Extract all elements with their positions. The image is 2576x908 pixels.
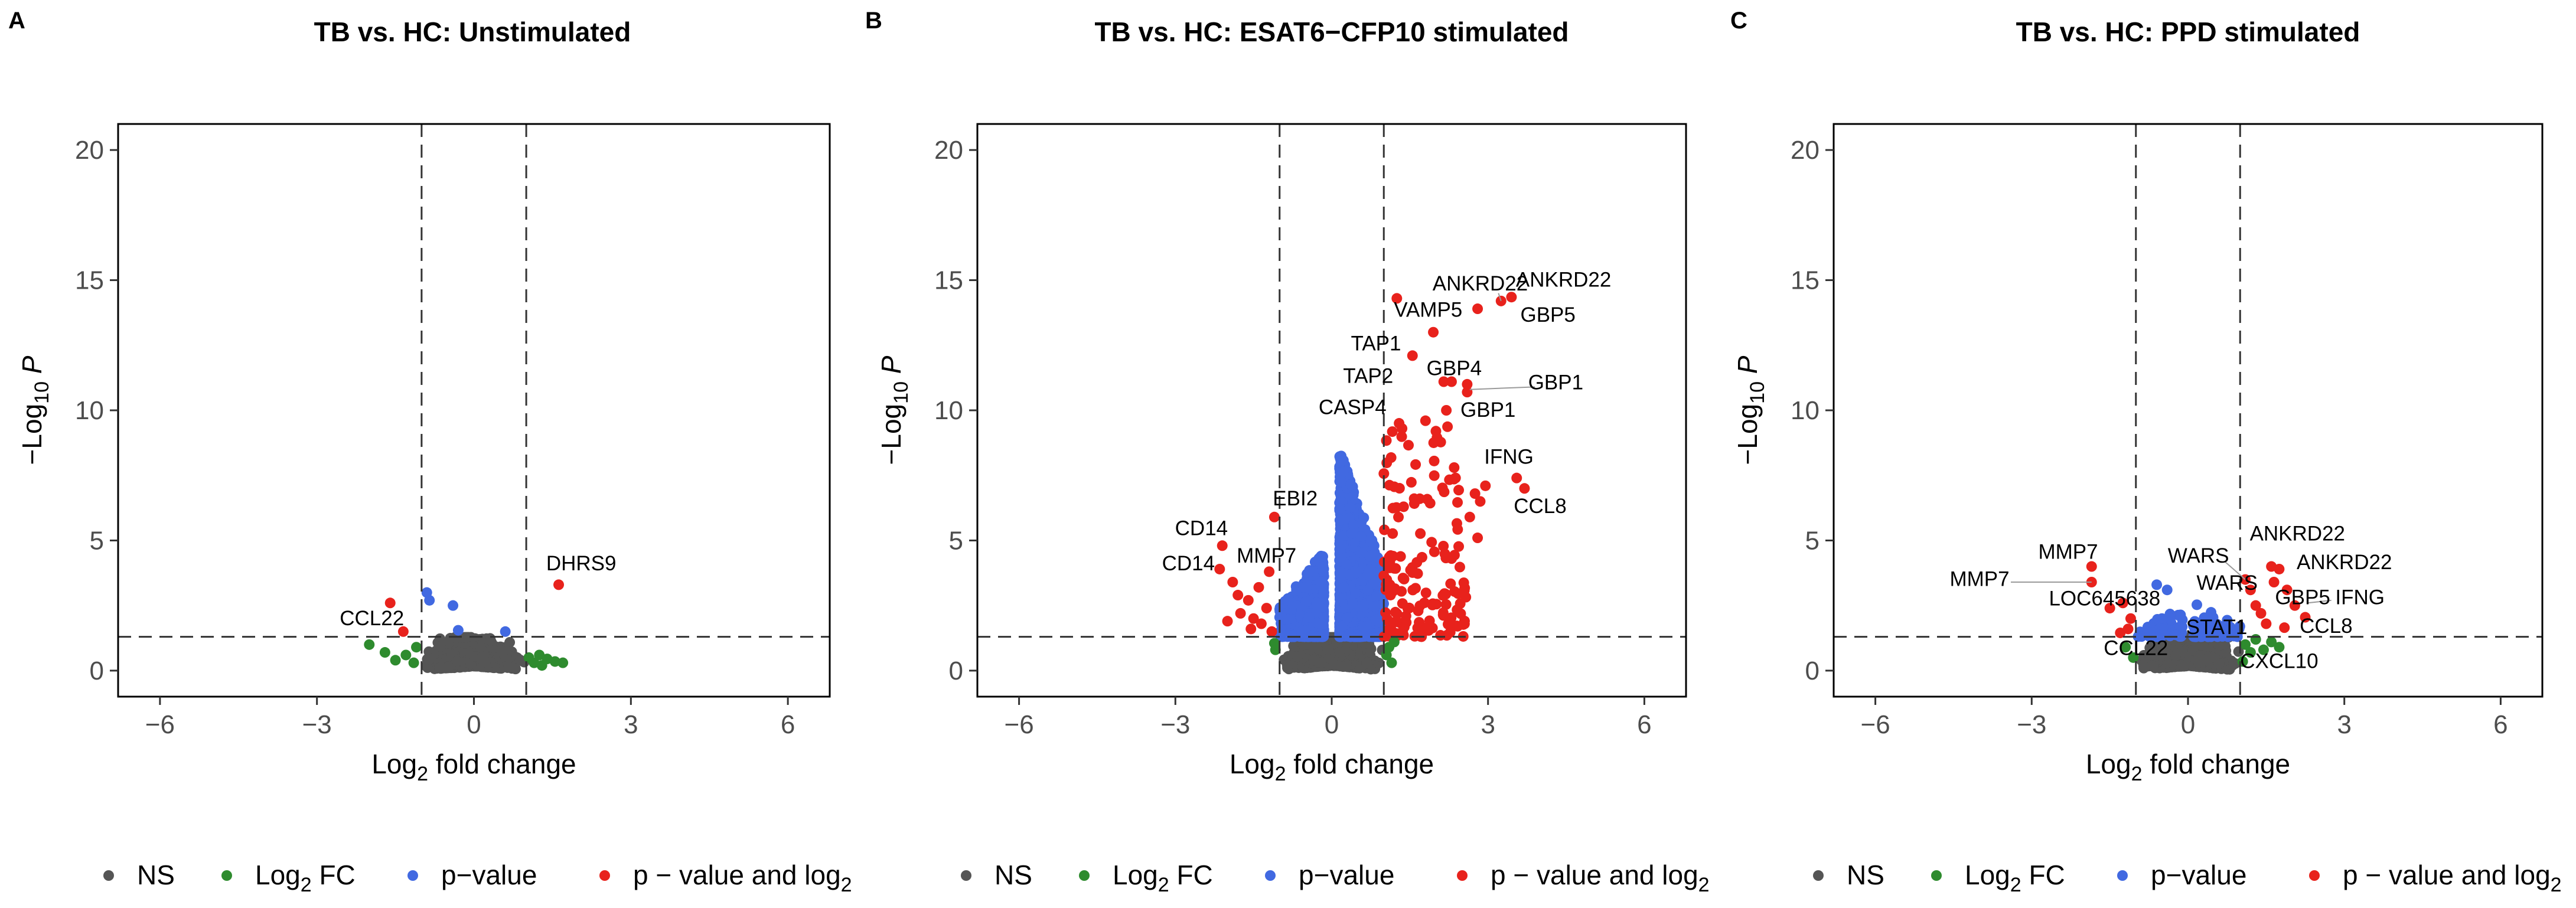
- point-both: [553, 579, 565, 590]
- point-pv: [1311, 597, 1322, 608]
- y-tick-label: 0: [90, 656, 104, 685]
- panel-letter: B: [865, 8, 882, 34]
- point-ns: [435, 641, 446, 652]
- x-tick-label: 0: [467, 710, 481, 739]
- panel-title: TB vs. HC: ESAT6−CFP10 stimulated: [1094, 17, 1569, 47]
- volcano-panel-a: A TB vs. HC: Unstimulated DHRS9 CCL22 −6 −3 0 3…: [8, 8, 831, 785]
- point-pv: [1296, 626, 1307, 637]
- point-ns: [444, 661, 455, 672]
- point-pv: [1338, 455, 1349, 466]
- point-ns: [1361, 658, 1372, 669]
- point-fc: [390, 655, 401, 666]
- point-pv: [1318, 629, 1329, 641]
- panel-letter: A: [8, 8, 25, 34]
- point-ns: [475, 642, 486, 653]
- point-ns: [1329, 659, 1340, 670]
- point-pv: [1317, 561, 1328, 573]
- gene-label: DHRS9: [546, 552, 617, 575]
- volcano-panel-b: B TB vs. HC: ESAT6−CFP10 stimulatedANKRD2…: [865, 8, 1687, 785]
- point-ns: [1308, 655, 1319, 666]
- ns-cloud: [420, 632, 530, 675]
- point-pv: [1283, 613, 1294, 625]
- y-axis-title: −Log10 P: [17, 355, 53, 465]
- x-tick-label: 6: [781, 710, 795, 739]
- point-fc: [411, 642, 422, 653]
- x-tick-label: 3: [624, 710, 638, 739]
- cluster-points: [1274, 418, 1472, 642]
- point-fc: [400, 649, 412, 661]
- point-pv: [452, 625, 464, 636]
- point-ns: [1292, 651, 1303, 662]
- point-ns: [1338, 661, 1349, 672]
- point-ns: [1322, 644, 1333, 655]
- point-fc: [557, 657, 569, 668]
- y-tick-label: 5: [90, 526, 104, 555]
- point-ns: [480, 656, 491, 668]
- point-pv: [1298, 582, 1309, 593]
- point-pv: [1316, 576, 1327, 587]
- point-pv: [1303, 612, 1315, 623]
- y-tick-label: 10: [75, 396, 104, 425]
- panel-title: TB vs. HC: Unstimulated: [314, 17, 631, 47]
- point-pv: [500, 626, 511, 637]
- plot-area: [364, 579, 569, 675]
- y-tick-label: 15: [75, 266, 104, 295]
- point-pv: [1284, 630, 1296, 641]
- plot-frame: [117, 123, 831, 698]
- point-pv: [1305, 566, 1316, 577]
- x-tick-label: −3: [302, 710, 332, 739]
- point-ns: [497, 646, 508, 657]
- point-fc: [408, 657, 419, 668]
- y-tick-label: 20: [75, 136, 104, 165]
- x-axis-title: Log2 fold change: [371, 749, 576, 785]
- x-tick-label: −6: [145, 710, 175, 739]
- point-fc: [379, 647, 390, 658]
- point-fc: [364, 639, 375, 650]
- point-pv: [448, 600, 459, 611]
- point-ns: [1334, 646, 1345, 658]
- point-ns: [434, 662, 445, 674]
- gene-label: CCL22: [340, 607, 404, 630]
- point-pv: [424, 595, 435, 606]
